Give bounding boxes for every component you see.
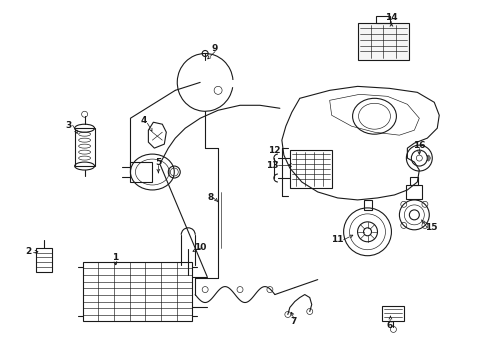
Bar	[376, 15, 391, 23]
Text: 2: 2	[25, 247, 32, 256]
Bar	[364, 200, 371, 210]
Text: 14: 14	[385, 13, 398, 22]
Bar	[36, 248, 52, 272]
Text: 8: 8	[207, 193, 213, 202]
Text: 12: 12	[268, 145, 280, 154]
Bar	[83, 262, 192, 321]
Text: 10: 10	[194, 243, 206, 252]
Text: 5: 5	[155, 158, 162, 167]
Text: 3: 3	[66, 121, 72, 130]
Bar	[383, 306, 404, 321]
Text: 9: 9	[212, 44, 219, 53]
Text: 11: 11	[331, 235, 344, 244]
Text: 1: 1	[112, 253, 119, 262]
Text: 6: 6	[386, 321, 392, 330]
Text: 7: 7	[291, 317, 297, 326]
Bar	[358, 23, 409, 60]
Text: 15: 15	[425, 223, 438, 232]
Text: 13: 13	[266, 161, 278, 170]
Bar	[130, 162, 152, 182]
Bar	[74, 128, 95, 166]
Bar	[290, 150, 332, 188]
Bar	[406, 185, 422, 199]
Text: 16: 16	[413, 141, 426, 150]
Bar	[410, 177, 418, 185]
Text: 4: 4	[140, 116, 147, 125]
